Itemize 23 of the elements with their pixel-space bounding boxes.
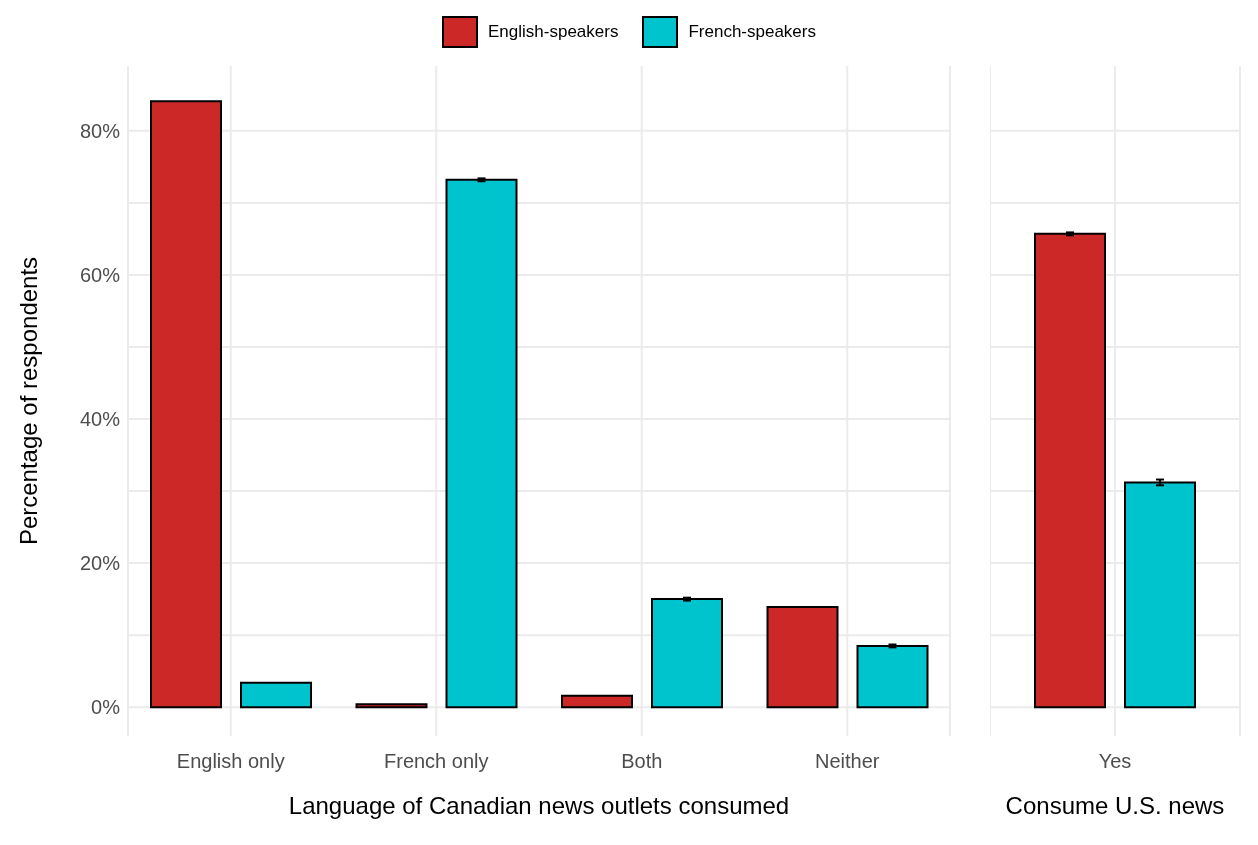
legend-label: French-speakers <box>688 22 816 42</box>
x-axis-title: Consume U.S. news <box>1005 792 1225 819</box>
y-tick-label: 0% <box>91 696 121 719</box>
y-tick-label: 40% <box>79 408 121 431</box>
x-tick-label: Neither <box>815 750 880 773</box>
bar <box>355 703 428 709</box>
bar <box>561 694 633 709</box>
legend-label: English-speakers <box>488 22 619 42</box>
bar <box>856 644 929 709</box>
x-tick-label: French only <box>384 750 489 773</box>
x-tick-label: Yes <box>1098 750 1132 773</box>
bar <box>150 100 222 709</box>
x-tick-label: Both <box>621 750 663 773</box>
bar <box>766 606 839 709</box>
y-tick-label: 80% <box>79 119 121 142</box>
x-axis-title: Language of Canadian news outlets consumed <box>288 792 790 819</box>
y-axis-title: Percentage of respondents <box>14 256 42 546</box>
bar <box>445 178 518 709</box>
bar <box>651 598 723 709</box>
x-tick-label: English only <box>176 750 285 773</box>
y-tick-label: 20% <box>79 552 121 575</box>
y-tick-label: 60% <box>79 264 121 287</box>
bar <box>240 681 312 709</box>
